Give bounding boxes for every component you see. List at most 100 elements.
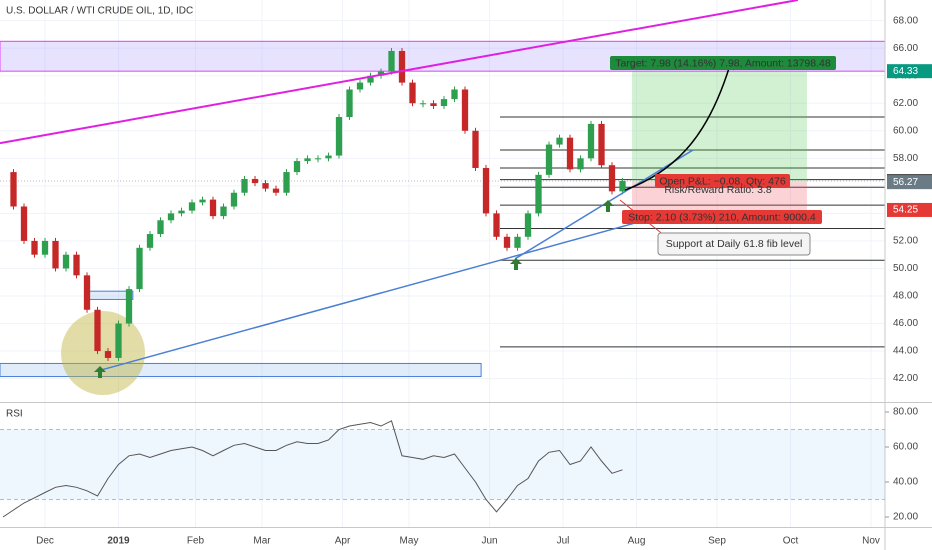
trendline bbox=[0, 0, 799, 145]
candle bbox=[472, 130, 479, 168]
candle bbox=[556, 137, 563, 145]
candle bbox=[272, 188, 280, 193]
x-tick-label: Feb bbox=[187, 536, 205, 547]
candle bbox=[83, 275, 91, 310]
rsi-tick-label: 60.00 bbox=[893, 442, 918, 453]
price-tag-label: 56.27 bbox=[893, 177, 918, 188]
candle bbox=[545, 144, 553, 175]
candle bbox=[577, 158, 584, 170]
candle bbox=[188, 202, 196, 211]
candle bbox=[41, 240, 49, 255]
rsi-tick-label: 40.00 bbox=[893, 477, 918, 488]
annotation-box bbox=[610, 56, 836, 70]
candle bbox=[356, 82, 364, 90]
candle bbox=[388, 50, 395, 72]
candle bbox=[619, 181, 626, 192]
candle bbox=[220, 206, 227, 217]
candle bbox=[283, 172, 290, 193]
candle bbox=[230, 192, 238, 207]
candle bbox=[314, 158, 322, 160]
candle bbox=[304, 158, 311, 162]
annotation-text: Stop: 2.10 (3.73%) 210, Amount: 9000.4 bbox=[628, 211, 816, 223]
candle bbox=[20, 206, 28, 241]
rsi-tick-label: 20.00 bbox=[893, 512, 918, 523]
candle bbox=[346, 89, 353, 118]
candle bbox=[293, 161, 301, 173]
candle bbox=[451, 89, 458, 100]
candle bbox=[251, 178, 259, 184]
candle bbox=[73, 254, 80, 276]
candle bbox=[524, 213, 532, 237]
candle bbox=[125, 289, 133, 324]
up-arrow bbox=[510, 258, 522, 270]
price-tag-label: 64.33 bbox=[893, 66, 918, 77]
price-tag bbox=[887, 175, 932, 190]
candle bbox=[367, 75, 374, 83]
y-tick-label: 48.00 bbox=[893, 291, 918, 302]
candle bbox=[608, 165, 616, 192]
candle bbox=[136, 247, 143, 290]
y-tick-label: 52.00 bbox=[893, 236, 918, 247]
projection-arrow bbox=[624, 64, 731, 191]
candle bbox=[598, 123, 605, 166]
candle bbox=[461, 89, 469, 131]
up-arrow bbox=[94, 366, 106, 378]
x-tick-label: 2019 bbox=[107, 536, 130, 547]
x-tick-label: Sep bbox=[708, 536, 726, 547]
candle bbox=[514, 236, 521, 248]
annotation-box bbox=[655, 174, 790, 188]
price-tag bbox=[887, 202, 932, 217]
zone bbox=[0, 362, 482, 378]
candle bbox=[178, 210, 185, 214]
annotation-box bbox=[622, 210, 822, 224]
up-arrow bbox=[602, 200, 614, 212]
candle bbox=[535, 174, 542, 214]
candle bbox=[146, 234, 154, 248]
candle bbox=[199, 199, 206, 203]
y-tick-label: 44.00 bbox=[893, 346, 918, 357]
rsi-label: RSI bbox=[6, 409, 23, 420]
candle bbox=[167, 213, 175, 221]
y-tick-label: 42.00 bbox=[893, 373, 918, 384]
candle bbox=[157, 220, 164, 235]
candle bbox=[10, 172, 17, 207]
chart-title: U.S. DOLLAR / WTI CRUDE OIL, 1D, IDC bbox=[6, 6, 193, 17]
candle bbox=[440, 99, 448, 107]
annotation-text: Open P&L: −0.08, Qty: 476 bbox=[659, 175, 786, 187]
candle bbox=[241, 178, 248, 193]
candle bbox=[398, 50, 406, 83]
candle bbox=[493, 213, 500, 237]
trendline bbox=[99, 216, 656, 372]
candle bbox=[419, 103, 427, 105]
y-tick-label: 62.00 bbox=[893, 98, 918, 109]
candle bbox=[482, 167, 490, 214]
x-tick-label: Aug bbox=[628, 536, 646, 547]
annotation-box bbox=[657, 232, 811, 256]
rsi-tick-label: 80.00 bbox=[893, 407, 918, 418]
candle bbox=[430, 103, 437, 107]
annotation-text: Support at Daily 61.8 fib level bbox=[666, 238, 803, 250]
y-tick-label: 60.00 bbox=[893, 125, 918, 136]
y-tick-label: 58.00 bbox=[893, 153, 918, 164]
price-tag-label: 54.25 bbox=[893, 205, 918, 216]
candle bbox=[104, 351, 112, 358]
annotation-text: Risk/Reward Ratio: 3.8 bbox=[664, 184, 772, 196]
price-pane: Target: 7.98 (14.16%) 7.98, Amount: 1379… bbox=[0, 0, 886, 528]
x-tick-label: Nov bbox=[862, 536, 880, 547]
candle bbox=[209, 199, 217, 217]
candle bbox=[262, 183, 269, 189]
y-tick-label: 68.00 bbox=[893, 15, 918, 26]
x-tick-label: Oct bbox=[783, 536, 799, 547]
candle bbox=[325, 155, 332, 159]
x-tick-label: Jul bbox=[557, 536, 570, 547]
x-tick-label: Dec bbox=[36, 536, 54, 547]
x-tick-label: May bbox=[400, 536, 419, 547]
candle bbox=[409, 82, 416, 104]
y-tick-label: 50.00 bbox=[893, 263, 918, 274]
candle bbox=[31, 240, 38, 255]
x-tick-label: Apr bbox=[335, 536, 351, 547]
rsi-line bbox=[2, 420, 623, 518]
candle bbox=[62, 254, 70, 269]
